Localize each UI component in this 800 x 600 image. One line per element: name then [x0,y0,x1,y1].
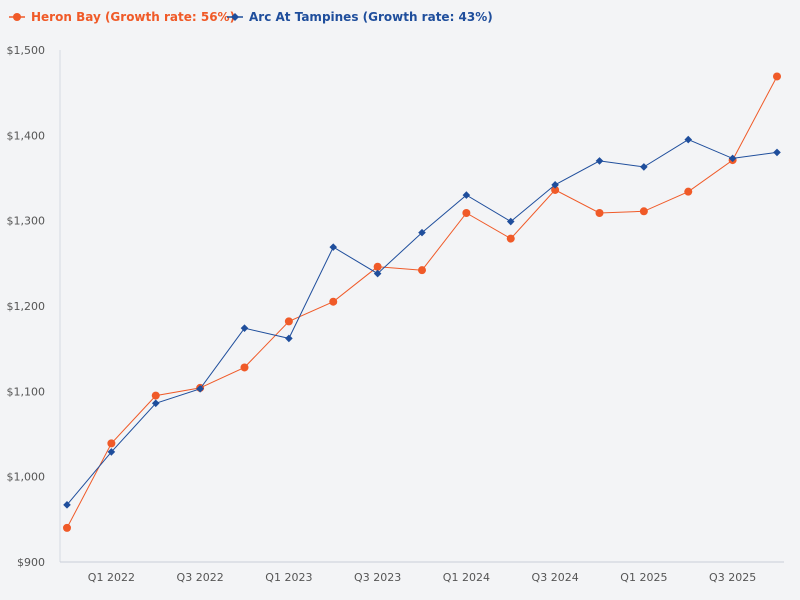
data-point [151,391,160,400]
data-point [551,185,560,194]
data-point [63,501,71,509]
x-axis-ticks: Q1 2022 Q3 2022 Q1 2023 Q3 2023 Q1 2024 Q3 20… [88,571,756,584]
data-point [462,191,471,199]
y-tick-label: $1,000 [7,471,46,484]
legend-marker [13,13,21,21]
y-tick-label: $1,500 [7,44,46,57]
data-point [63,523,71,532]
data-point [240,363,249,372]
x-tick-label: Q1 2025 [620,571,667,584]
data-point [240,324,249,332]
data-point [373,269,382,278]
data-point [418,228,426,237]
data-point [284,317,293,326]
data-point [418,266,426,275]
data-point [595,208,604,217]
axes [59,50,784,563]
legend-label: Heron Bay (Growth rate: 56%) [31,10,235,24]
data-point [506,217,515,226]
data-point [107,439,116,448]
data-point [373,262,382,271]
data-point [151,399,160,408]
x-tick-label: Q1 2022 [88,571,135,584]
data-point [285,334,293,343]
x-tick-label: Q3 2024 [532,571,579,584]
data-point [773,148,781,157]
data-point [329,297,338,306]
data-point [551,181,559,189]
y-axis-ticks: $900 $1,000 $1,100 $1,200 $1,300 $1,400 $1,500 [7,44,46,569]
series-2 [63,135,781,509]
legend-item-1: Heron Bay (Growth rate: 56%) [9,10,235,24]
data-point [728,154,737,163]
x-tick-label: Q3 2022 [177,571,224,584]
data-point [639,207,648,216]
series-line [66,139,778,506]
data-point [773,72,781,81]
series-line [66,76,778,529]
data-point [196,384,204,393]
x-tick-label: Q1 2024 [443,571,490,584]
legend-label: Arc At Tampines (Growth rate: 43%) [249,10,493,24]
legend-item-2: Arc At Tampines (Growth rate: 43%) [227,10,493,24]
x-tick-label: Q3 2025 [709,571,756,584]
x-tick-label: Q1 2023 [265,571,312,584]
legend-marker [231,13,239,21]
x-tick-label: Q3 2023 [354,571,401,584]
data-point [107,448,116,456]
data-point [506,234,515,243]
y-tick-label: $1,400 [7,129,46,142]
data-point [684,187,693,196]
legend: Heron Bay (Growth rate: 56%) Arc At Tampi… [9,10,493,24]
series-group [63,72,781,532]
series-1 [63,72,781,532]
y-tick-label: $900 [17,556,45,569]
y-tick-label: $1,200 [7,300,46,313]
y-tick-label: $1,300 [7,215,46,228]
data-point [640,163,648,171]
data-point [684,135,693,144]
data-point [462,208,471,217]
data-point [595,157,604,165]
y-tick-label: $1,100 [7,385,46,398]
data-point [329,243,338,251]
